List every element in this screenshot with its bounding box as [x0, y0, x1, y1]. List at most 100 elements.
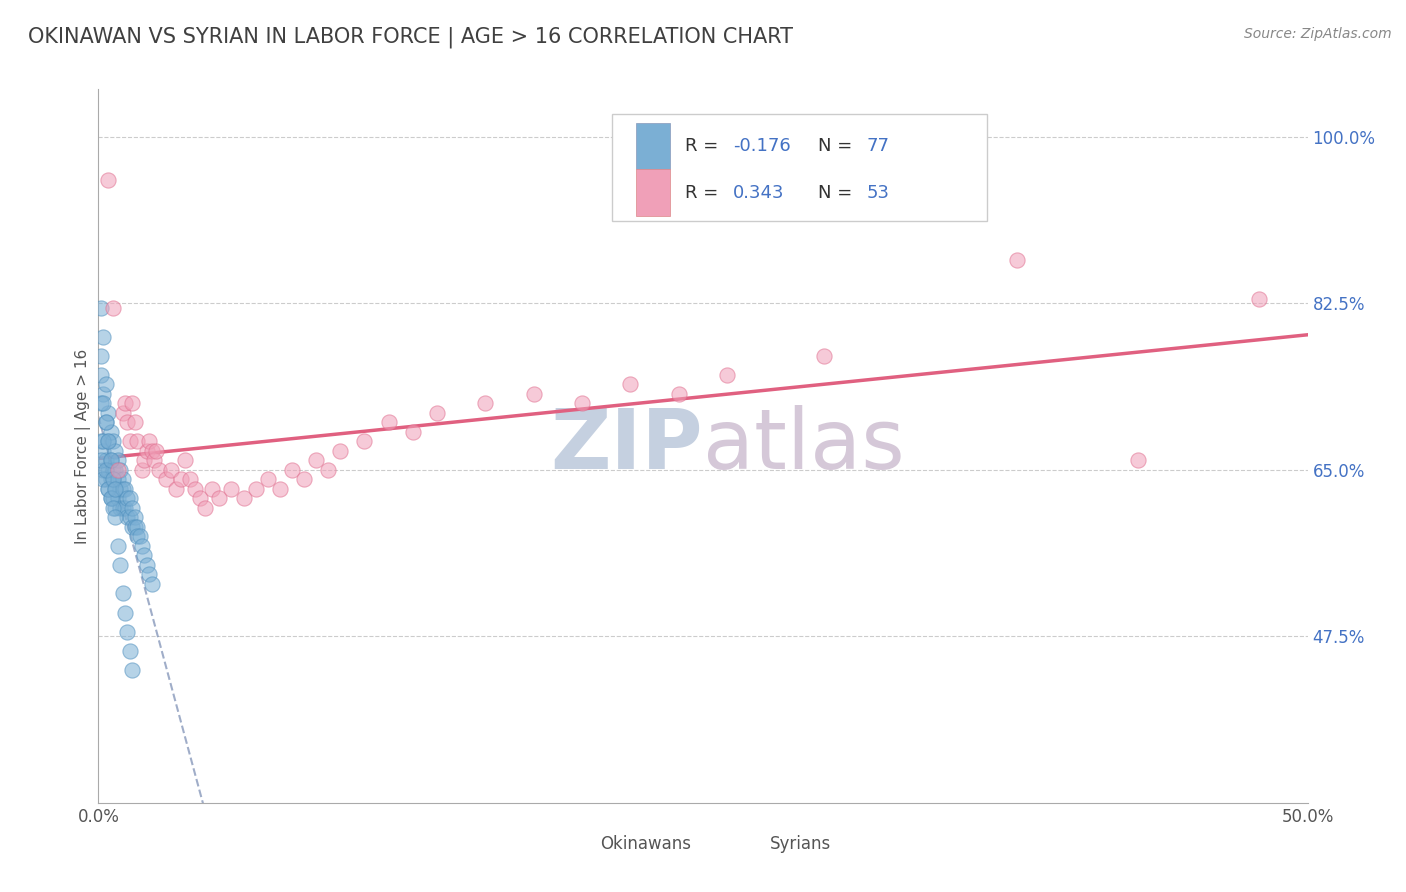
Point: [108, 482, 131, 496]
Point: [402, 425, 425, 439]
Point: [111, 406, 134, 420]
Point: [100, 425, 122, 439]
Point: [131, 463, 153, 477]
Point: [619, 377, 641, 392]
FancyBboxPatch shape: [727, 824, 761, 863]
Point: [101, 472, 124, 486]
Point: [305, 453, 328, 467]
Point: [94, 415, 117, 429]
Point: [127, 434, 149, 449]
Point: [135, 443, 157, 458]
Point: [179, 472, 201, 486]
Point: [1128, 453, 1150, 467]
Point: [90, 301, 112, 315]
Point: [138, 434, 160, 449]
Point: [104, 482, 127, 496]
Point: [111, 482, 134, 496]
Text: 53: 53: [866, 184, 889, 202]
Point: [90, 453, 112, 467]
Point: [97, 463, 120, 477]
Text: -0.176: -0.176: [734, 136, 792, 154]
FancyBboxPatch shape: [558, 824, 592, 863]
Y-axis label: In Labor Force | Age > 16: In Labor Force | Age > 16: [76, 349, 91, 543]
Point: [1007, 253, 1029, 268]
Point: [91, 396, 114, 410]
Point: [118, 643, 141, 657]
Point: [90, 434, 112, 449]
Point: [571, 396, 593, 410]
Point: [107, 453, 129, 467]
Point: [100, 472, 122, 486]
Point: [155, 472, 177, 486]
Point: [668, 386, 690, 401]
Point: [94, 472, 117, 486]
Point: [101, 491, 124, 506]
Point: [97, 172, 120, 186]
Point: [104, 500, 127, 515]
Point: [104, 463, 127, 477]
Point: [91, 472, 114, 486]
FancyBboxPatch shape: [613, 114, 987, 221]
Text: N =: N =: [818, 136, 858, 154]
Text: R =: R =: [685, 184, 724, 202]
Point: [124, 510, 146, 524]
Point: [121, 663, 143, 677]
Text: Syrians: Syrians: [769, 835, 831, 853]
Point: [121, 500, 143, 515]
Point: [111, 586, 134, 600]
Point: [256, 472, 278, 486]
Point: [134, 549, 156, 563]
Point: [426, 406, 449, 420]
Point: [104, 510, 127, 524]
Point: [292, 472, 315, 486]
Point: [107, 463, 129, 477]
Point: [97, 406, 120, 420]
Point: [94, 377, 117, 392]
Point: [141, 443, 163, 458]
Point: [128, 529, 150, 543]
Point: [94, 415, 117, 429]
Point: [111, 472, 134, 486]
Point: [100, 491, 122, 506]
Point: [90, 349, 112, 363]
Point: [97, 482, 120, 496]
Text: 77: 77: [866, 136, 889, 154]
Point: [148, 463, 170, 477]
Point: [97, 434, 120, 449]
FancyBboxPatch shape: [637, 169, 671, 216]
Point: [111, 500, 134, 515]
Point: [104, 443, 127, 458]
Point: [108, 500, 131, 515]
Point: [232, 491, 254, 506]
Point: [127, 529, 149, 543]
Text: 0.343: 0.343: [734, 184, 785, 202]
Point: [90, 396, 112, 410]
Point: [114, 606, 136, 620]
Text: OKINAWAN VS SYRIAN IN LABOR FORCE | AGE > 16 CORRELATION CHART: OKINAWAN VS SYRIAN IN LABOR FORCE | AGE …: [28, 27, 793, 48]
Point: [91, 443, 114, 458]
Point: [101, 434, 124, 449]
Point: [165, 482, 187, 496]
Point: [94, 453, 117, 467]
Point: [90, 368, 112, 382]
Point: [188, 491, 211, 506]
Text: Source: ZipAtlas.com: Source: ZipAtlas.com: [1244, 27, 1392, 41]
Point: [124, 520, 146, 534]
Point: [160, 463, 183, 477]
Point: [329, 443, 352, 458]
Point: [97, 482, 120, 496]
Point: [118, 510, 141, 524]
Point: [117, 491, 139, 506]
Point: [104, 482, 127, 496]
Point: [97, 434, 120, 449]
Point: [100, 453, 122, 467]
Point: [107, 472, 129, 486]
Point: [145, 443, 167, 458]
Point: [138, 567, 160, 582]
Point: [108, 463, 131, 477]
Text: ZIP: ZIP: [551, 406, 703, 486]
Point: [134, 453, 156, 467]
Point: [118, 491, 141, 506]
Text: N =: N =: [818, 184, 858, 202]
Text: R =: R =: [685, 136, 724, 154]
